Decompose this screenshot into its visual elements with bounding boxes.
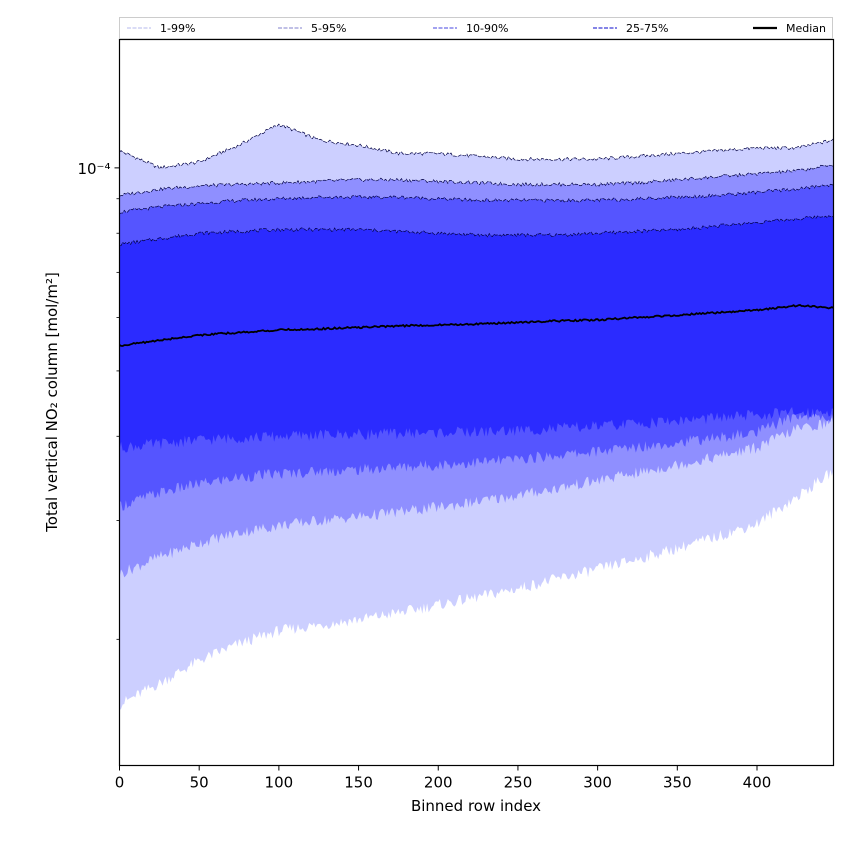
x-tick-label: 350 (663, 774, 692, 792)
plot-area (119, 123, 834, 711)
x-axis-label: Binned row index (411, 797, 541, 815)
x-tick-label: 300 (583, 774, 612, 792)
band-upper-line-3 (119, 183, 834, 214)
x-tick-label: 400 (743, 774, 772, 792)
y-axis-label: Total vertical NO₂ column [mol/m²] (43, 272, 61, 533)
x-tick-label: 200 (424, 774, 453, 792)
x-tick-label: 50 (190, 774, 209, 792)
legend-label: 10-90% (466, 22, 508, 35)
x-tick-label: 100 (265, 774, 294, 792)
legend: 1-99% 5-95% 10-90% 25-75% Median (119, 17, 833, 39)
plot-frame (118, 38, 835, 767)
band-upper-line-1 (119, 123, 834, 170)
legend-box (119, 17, 833, 39)
x-tick-label: 150 (344, 774, 373, 792)
y-axis: 10⁻⁴ (77, 160, 120, 640)
x-tick-label: 250 (504, 774, 533, 792)
legend-label: 1-99% (160, 22, 195, 35)
y-tick-label: 10⁻⁴ (77, 160, 110, 178)
median-line (119, 304, 834, 347)
legend-label: 5-95% (311, 22, 346, 35)
band-upper-line-2 (119, 164, 834, 197)
band-upper-line-4 (119, 215, 834, 247)
band-area-4 (119, 215, 834, 453)
x-axis: 0 50 100 150 200 250 300 350 400 (115, 765, 772, 792)
x-tick-label: 0 (115, 774, 125, 792)
legend-label: 25-75% (626, 22, 668, 35)
legend-label: Median (786, 22, 826, 35)
